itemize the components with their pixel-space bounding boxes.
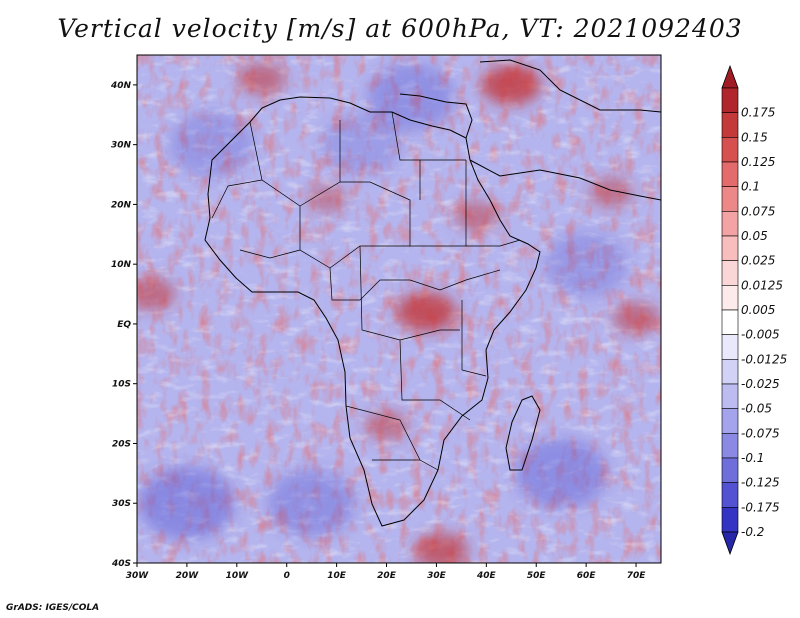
- colorbar-label: 0.05: [741, 229, 768, 243]
- colorbar-label: -0.1: [741, 451, 764, 465]
- colorbar-label: 0.15: [741, 130, 768, 144]
- lat-tick-label: 40N: [110, 81, 132, 91]
- colorbar-label: -0.2: [741, 525, 764, 539]
- lat-tick-label: 20N: [111, 200, 132, 210]
- latitude-axis: 40N 30N 20N 10N EQ 10S 20S 30S 40S: [110, 81, 137, 569]
- lon-tick-label: 10E: [327, 571, 347, 581]
- colorbar-label: 0.075: [741, 204, 775, 218]
- lat-tick-label: 20S: [112, 439, 131, 449]
- madagascar-outline: [505, 395, 541, 471]
- country-borders: [211, 111, 521, 471]
- lon-tick-label: 30W: [126, 571, 150, 581]
- lon-tick-label: 20E: [377, 571, 397, 581]
- colorbar-swatch: [721, 186, 739, 212]
- colorbar-swatch: [721, 112, 739, 138]
- updraft-spot: [454, 201, 499, 232]
- lat-tick-label: 30S: [112, 499, 131, 509]
- colorbar-label: -0.075: [741, 426, 780, 440]
- colorbar-label: -0.05: [741, 402, 772, 416]
- colorbar-label: 0.125: [741, 155, 775, 169]
- colorbar-label: 0.005: [741, 303, 775, 317]
- updraft-spot: [238, 62, 286, 95]
- footer-credit: GrADS: IGES/COLA: [6, 603, 100, 613]
- colorbar-bottom-arrow: [721, 531, 739, 556]
- colorbar-top-arrow: [721, 64, 739, 89]
- colorbar-label: -0.175: [741, 500, 780, 514]
- lat-tick-label: 10N: [111, 260, 132, 270]
- downdraft-spot: [138, 466, 235, 540]
- updraft-spot: [137, 278, 176, 311]
- africa-coastline: [204, 59, 661, 527]
- updraft-spot: [306, 184, 348, 213]
- colorbar-swatch: [721, 235, 739, 261]
- colorbar-swatch: [721, 137, 739, 163]
- downdraft-spot: [267, 469, 356, 538]
- lon-tick-label: 10W: [226, 571, 250, 581]
- colorbar-label: 0.1: [741, 180, 760, 194]
- colorbar-swatch: [721, 87, 739, 113]
- downdraft-spot: [367, 63, 456, 131]
- colorbar-swatch: [721, 260, 739, 286]
- updraft-spot: [414, 533, 469, 563]
- updraft-spot: [364, 410, 409, 441]
- updraft-spot: [396, 291, 457, 332]
- colorbar-swatch: [721, 383, 739, 409]
- colorbar-label: -0.0125: [741, 352, 787, 366]
- colorbar-swatch: [721, 433, 739, 459]
- colorbar-swatch: [721, 211, 739, 237]
- lon-tick-label: 0: [284, 571, 290, 581]
- colorbar-swatch: [721, 507, 739, 533]
- page-title: Vertical velocity [m/s] at 600hPa, VT: 2…: [57, 14, 743, 43]
- lon-tick-label: 70E: [627, 571, 647, 581]
- lon-tick-label: 50E: [527, 571, 547, 581]
- colorbar-swatch: [721, 457, 739, 483]
- velocity-spots: [137, 62, 660, 563]
- lat-tick-label: 40S: [111, 559, 131, 569]
- colorbar-label: 0.0125: [741, 278, 783, 292]
- colorbar-swatch: [721, 334, 739, 360]
- lon-tick-label: 40E: [476, 571, 497, 581]
- updraft-spot: [589, 177, 634, 208]
- colorbar-swatch: [721, 359, 739, 385]
- lat-tick-label: 30N: [111, 141, 132, 151]
- lat-tick-label: 10S: [112, 380, 131, 390]
- colorbar-label: 0.025: [741, 254, 775, 268]
- downdraft-spot: [321, 113, 402, 176]
- downdraft-spot: [544, 231, 629, 297]
- downdraft-spot: [515, 438, 608, 509]
- longitude-axis: 30W 20W 10W 0 10E 20E 30E 40E 50E 60E 70E: [126, 563, 646, 581]
- lon-tick-label: 60E: [577, 571, 597, 581]
- colorbar-label: 0.175: [741, 106, 775, 120]
- colorbar-swatch: [721, 408, 739, 434]
- colorbar-label: -0.025: [741, 377, 780, 391]
- colorbar-swatch: [721, 482, 739, 508]
- colorbar-label: -0.125: [741, 476, 780, 490]
- updraft-spot: [612, 301, 660, 334]
- colorbar-label: -0.005: [741, 328, 780, 342]
- colorbar-swatch: [721, 161, 739, 187]
- updraft-spot: [481, 64, 542, 105]
- colorbar: 0.175 0.15 0.125 0.1 0.075 0.05 0.025 0.0125 0.0…: [721, 64, 787, 556]
- lon-tick-label: 20W: [176, 571, 200, 581]
- lat-tick-label: EQ: [117, 320, 131, 330]
- map-field: [137, 55, 661, 563]
- downdraft-spot: [169, 112, 254, 178]
- lon-tick-label: 30E: [427, 571, 447, 581]
- colorbar-swatch: [721, 285, 739, 311]
- map-frame: [136, 54, 662, 564]
- colorbar-swatch: [721, 309, 739, 335]
